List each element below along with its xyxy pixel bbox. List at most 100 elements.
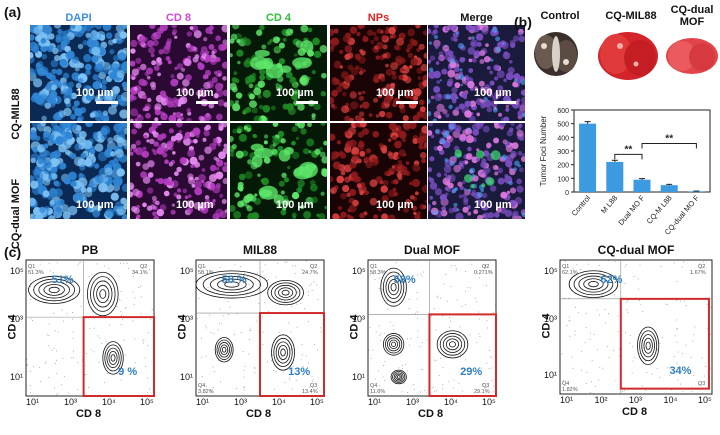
micrograph-cq-dual-mof-nps — [330, 123, 427, 219]
contour — [390, 369, 407, 385]
contour — [216, 339, 232, 360]
scale-bar — [494, 101, 516, 104]
quadrant-label: 3.82% — [198, 389, 214, 395]
scale-bar-label: 100 µm — [276, 87, 314, 99]
flow-y-tick: 10⁵ — [544, 266, 558, 276]
flow-x-tick: 10⁴ — [663, 395, 678, 405]
quadrant-label: Q2 — [698, 264, 705, 270]
flow-y-tick: 10¹ — [180, 371, 194, 382]
scale-bar — [396, 101, 418, 104]
contour — [278, 345, 289, 360]
cd4-percentage: 58 % — [221, 274, 247, 286]
contour — [90, 276, 116, 312]
flow-x-tick: 10⁴ — [444, 397, 458, 407]
y-axis-label: Tumor Foci Number — [539, 115, 548, 186]
quadrant-label: Q1 — [28, 264, 35, 270]
contour — [578, 275, 609, 293]
contour — [393, 372, 404, 382]
flow-y-tick: 10¹ — [544, 369, 558, 380]
quadrant-label: Q4 — [198, 383, 205, 389]
quadrant-label: Q1 — [370, 264, 377, 270]
panel-c-label: (c) — [4, 244, 22, 260]
x-tick-label: Dual MO F — [616, 193, 646, 227]
lung-control — [534, 32, 578, 76]
scale-bar-label: 100 µm — [474, 199, 512, 211]
scale-bar-label: 100 µm — [176, 199, 214, 211]
contour — [214, 337, 234, 363]
quadrant-label: Q2 — [310, 264, 317, 270]
quadrant-label: Q3 — [482, 383, 489, 389]
scale-bar-label: 100 µm — [276, 199, 314, 211]
micrograph-cq-mil88-nps — [330, 25, 427, 121]
contour — [385, 275, 402, 300]
contour — [93, 280, 113, 308]
contour — [395, 373, 403, 381]
flow-x-tick: 10³ — [629, 395, 643, 405]
contour — [387, 337, 401, 352]
quadrant-label: 11.6% — [370, 389, 385, 395]
channel-label-merge: Merge — [460, 12, 493, 24]
contour — [271, 334, 295, 371]
cd8-percentage: 9 % — [118, 366, 138, 379]
cd8-percentage: 29% — [460, 366, 483, 379]
x-tick-label: CQ-M L88 — [645, 194, 674, 226]
channel-label-cd-4: CD 4 — [265, 12, 292, 24]
scale-bar — [196, 101, 218, 104]
row-label-cq-mil88: CQ-MIL88 — [10, 88, 22, 140]
contour — [583, 278, 604, 290]
contour — [33, 278, 76, 302]
contour — [38, 281, 70, 299]
contour — [275, 341, 291, 364]
contour — [645, 341, 651, 350]
contour — [267, 279, 304, 306]
organ-label-cq-mil88: CQ-MIL88 — [605, 10, 657, 22]
flow-y-tick: 10¹ — [352, 371, 366, 382]
flow-y-tick: 10⁵ — [180, 266, 194, 276]
micrograph-cq-dual-mof-merge — [428, 123, 525, 219]
quadrant-label: 13.4% — [302, 389, 318, 395]
flow-x-tick: 10⁴ — [272, 397, 286, 407]
quadrant-label: Q3 — [698, 381, 705, 387]
contour — [220, 344, 229, 356]
contour — [110, 354, 116, 362]
contour — [385, 335, 403, 354]
flow-y-tick: 10⁵ — [352, 266, 366, 276]
flow-x-tick: 10⁵ — [310, 397, 324, 407]
contour — [643, 337, 653, 354]
contour — [439, 333, 466, 356]
contour — [96, 284, 110, 304]
flow-x-tick: 10³ — [64, 397, 78, 407]
micrograph-cq-dual-mof-cd-8 — [130, 123, 227, 219]
x-tick-label: Control — [570, 193, 593, 218]
lung-photos — [534, 32, 718, 80]
cd8-gate — [259, 312, 325, 397]
contour — [270, 282, 301, 303]
svg-text:**: ** — [625, 144, 633, 155]
contour — [445, 338, 460, 351]
scale-bar — [296, 101, 318, 104]
y-tick-label: 200 — [557, 163, 569, 170]
flow-plot-title: MIL88 — [242, 243, 277, 257]
bar-1 — [606, 161, 624, 192]
contour — [391, 341, 397, 347]
contour — [641, 334, 655, 358]
contour — [209, 275, 254, 294]
svg-text:**: ** — [665, 133, 673, 144]
contour — [449, 341, 456, 348]
contour — [104, 344, 122, 372]
y-tick-label: 300 — [557, 149, 569, 156]
contour — [281, 289, 290, 296]
flow-y-tick: 10³ — [10, 314, 24, 325]
cd8-gate — [619, 297, 710, 390]
significance-bracket-2: ** — [641, 133, 697, 149]
flow-y-tick: 10⁵ — [10, 266, 24, 276]
flow-x-tick: 10⁵ — [482, 397, 496, 407]
flow-x-tick: 10¹ — [368, 397, 382, 407]
flow-x-tick: 10² — [594, 395, 608, 405]
quadrant-label: 58.3% — [370, 270, 386, 276]
y-tick-label: 500 — [557, 122, 569, 129]
contour — [273, 337, 293, 368]
y-tick-label: 0 — [565, 190, 569, 197]
